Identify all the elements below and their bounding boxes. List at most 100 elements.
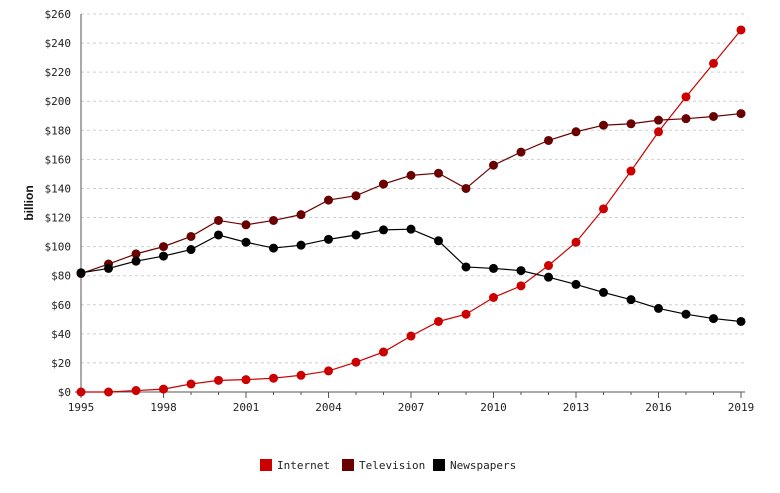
data-point[interactable] [131, 249, 141, 259]
data-point[interactable] [434, 316, 443, 326]
data-point[interactable] [434, 168, 443, 178]
series-line [80, 112, 742, 275]
data-point[interactable] [159, 251, 168, 261]
data-point[interactable] [681, 309, 691, 319]
x-tick-label: 2001 [233, 401, 260, 414]
data-point[interactable] [351, 357, 361, 367]
data-point[interactable] [626, 295, 636, 305]
data-point[interactable] [104, 263, 113, 273]
data-point[interactable] [571, 279, 581, 289]
y-tick-label: $180 [45, 124, 72, 137]
data-point[interactable] [599, 120, 608, 130]
y-tick-label: $140 [45, 182, 72, 195]
data-point[interactable] [489, 293, 498, 302]
data-point[interactable] [489, 160, 498, 170]
data-point[interactable] [599, 287, 608, 297]
series-internet [76, 25, 746, 397]
data-point[interactable] [654, 115, 663, 125]
y-tick-label: $80 [51, 270, 71, 283]
data-point[interactable] [269, 243, 278, 253]
data-point[interactable] [709, 314, 718, 324]
data-point[interactable] [736, 25, 746, 35]
data-point[interactable] [406, 224, 416, 234]
data-point[interactable] [406, 331, 416, 341]
data-point[interactable] [516, 266, 526, 276]
data-point[interactable] [214, 375, 223, 385]
data-point[interactable] [654, 303, 663, 313]
data-point[interactable] [324, 234, 333, 244]
data-point[interactable] [269, 373, 278, 383]
data-point[interactable] [186, 379, 196, 389]
data-point[interactable] [241, 375, 251, 385]
legend[interactable]: Internet Television Newspapers [260, 459, 516, 472]
data-point[interactable] [186, 245, 196, 255]
x-tick-label: 1995 [68, 401, 95, 414]
data-point[interactable] [406, 170, 416, 180]
x-tick-label: 2016 [645, 401, 672, 414]
data-point[interactable] [324, 366, 333, 376]
series-lines [76, 25, 746, 397]
x-tick-label: 2007 [398, 401, 425, 414]
data-point[interactable] [186, 231, 196, 241]
data-point[interactable] [159, 242, 168, 252]
data-point[interactable] [571, 237, 581, 247]
data-point[interactable] [681, 92, 691, 102]
data-point[interactable] [516, 281, 526, 291]
axes: $0 $20 $40 $60 $80 $100 $120 $140 $160 $180 $200 $2… [45, 8, 755, 414]
data-point[interactable] [544, 261, 553, 271]
y-tick-label: $200 [45, 95, 72, 108]
data-point[interactable] [489, 263, 498, 273]
data-point[interactable] [351, 191, 361, 201]
data-point[interactable] [76, 268, 86, 278]
data-point[interactable] [131, 386, 141, 396]
data-point[interactable] [709, 111, 718, 121]
data-point[interactable] [461, 262, 471, 272]
data-point[interactable] [736, 109, 746, 119]
data-point[interactable] [379, 347, 388, 357]
data-point[interactable] [324, 195, 333, 205]
data-point[interactable] [269, 215, 278, 225]
data-point[interactable] [76, 387, 86, 397]
data-point[interactable] [626, 119, 636, 129]
data-point[interactable] [736, 316, 746, 326]
data-point[interactable] [681, 114, 691, 124]
y-tick-label: $260 [45, 8, 72, 21]
y-tick-label: $120 [45, 212, 72, 225]
y-tick-label: $220 [45, 66, 72, 79]
data-point[interactable] [461, 309, 471, 319]
data-point[interactable] [214, 215, 223, 225]
data-point[interactable] [296, 210, 306, 220]
data-point[interactable] [159, 384, 168, 394]
data-point[interactable] [434, 236, 443, 246]
legend-swatch [342, 459, 354, 471]
legend-item-internet[interactable]: Internet [260, 459, 330, 472]
data-point[interactable] [104, 387, 113, 397]
data-point[interactable] [296, 240, 306, 250]
data-point[interactable] [599, 204, 608, 214]
data-point[interactable] [626, 166, 636, 176]
legend-item-television[interactable]: Television [342, 459, 425, 472]
data-point[interactable] [241, 220, 251, 230]
data-point[interactable] [571, 127, 581, 137]
data-point[interactable] [131, 256, 141, 266]
data-point[interactable] [544, 135, 553, 145]
data-point[interactable] [214, 230, 223, 240]
y-tick-label: $60 [51, 299, 71, 312]
legend-item-newspapers[interactable]: Newspapers [433, 459, 516, 472]
data-point[interactable] [241, 237, 251, 247]
y-tick-label: $40 [51, 328, 71, 341]
data-point[interactable] [296, 370, 306, 380]
data-point[interactable] [379, 179, 388, 189]
x-tick-label: 2019 [728, 401, 755, 414]
series-television [76, 109, 746, 279]
data-point[interactable] [544, 272, 553, 282]
data-point[interactable] [654, 127, 663, 137]
data-point[interactable] [709, 58, 718, 68]
legend-label: Television [359, 459, 425, 472]
data-point[interactable] [461, 183, 471, 193]
data-point[interactable] [379, 225, 388, 235]
data-point[interactable] [516, 147, 526, 157]
data-point[interactable] [351, 230, 361, 240]
legend-swatch [260, 459, 272, 471]
